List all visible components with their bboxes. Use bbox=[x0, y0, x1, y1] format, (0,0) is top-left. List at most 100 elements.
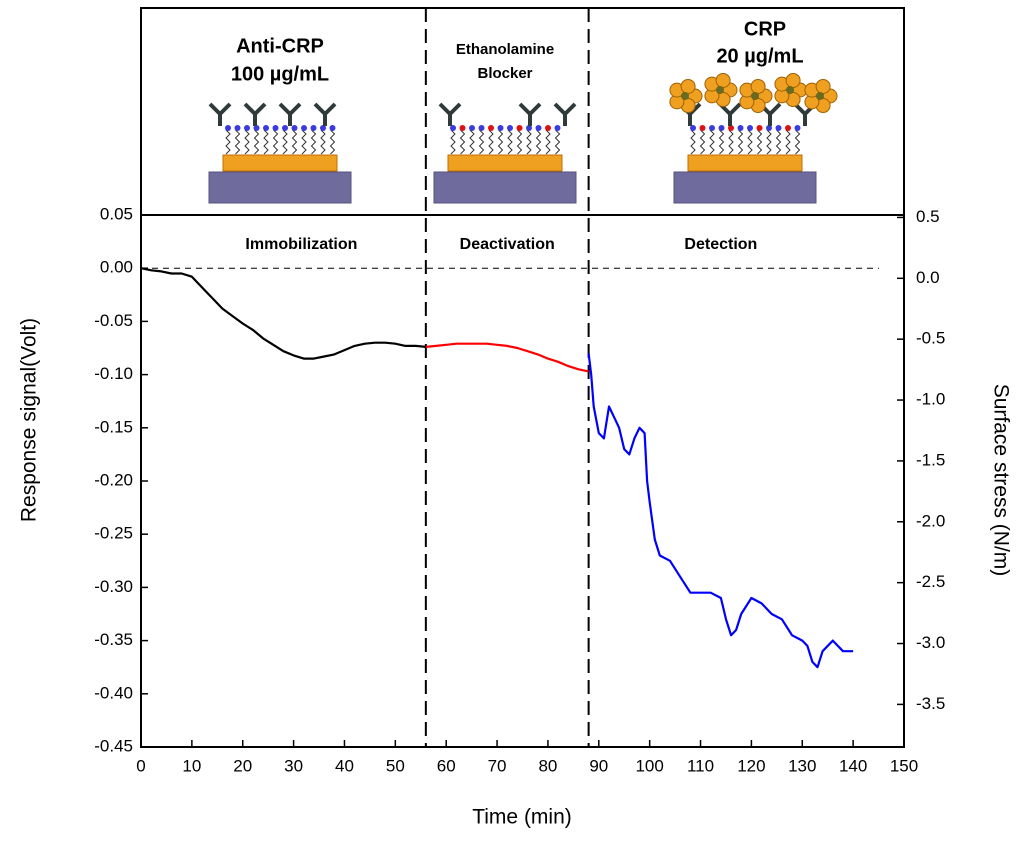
x-tick-label: 0 bbox=[136, 756, 145, 775]
gold-layer bbox=[687, 154, 803, 172]
crp-protein bbox=[680, 78, 696, 94]
linker-chain bbox=[263, 129, 269, 155]
y-tick-label: 0.00 bbox=[100, 258, 133, 277]
antibody bbox=[688, 102, 702, 116]
head-group bbox=[690, 125, 696, 131]
y-tick-label: -0.10 bbox=[94, 364, 133, 383]
antibody bbox=[518, 102, 532, 116]
linker-chain bbox=[478, 129, 485, 155]
x-tick-label: 120 bbox=[737, 756, 765, 775]
antibody bbox=[323, 102, 337, 116]
head-group bbox=[244, 125, 250, 131]
y2-tick-label: -0.5 bbox=[916, 329, 945, 348]
linker-chain bbox=[699, 129, 706, 155]
linker-chain bbox=[747, 129, 753, 155]
panel-label: CRP bbox=[744, 18, 786, 40]
linker-chain bbox=[526, 129, 532, 155]
data-line bbox=[425, 342, 589, 373]
linker-chain bbox=[253, 129, 260, 155]
crp-protein bbox=[715, 72, 731, 88]
head-group bbox=[699, 125, 706, 131]
phase-label: Detection bbox=[684, 236, 757, 253]
linker-chain bbox=[709, 129, 715, 155]
head-group bbox=[310, 125, 317, 131]
x-tick-label: 30 bbox=[284, 756, 303, 775]
x-tick-label: 40 bbox=[335, 756, 354, 775]
y-tick-label: -0.40 bbox=[94, 683, 133, 702]
linker-chain bbox=[272, 129, 279, 155]
linker-chain bbox=[794, 129, 801, 155]
linker-chain bbox=[282, 129, 288, 155]
head-group bbox=[554, 125, 561, 131]
y-tick-label: -0.25 bbox=[94, 524, 133, 543]
x-tick-label: 140 bbox=[839, 756, 867, 775]
x-tick-label: 150 bbox=[890, 756, 918, 775]
crp-core bbox=[816, 92, 824, 100]
linker-chain bbox=[535, 129, 542, 155]
linker-chain bbox=[310, 129, 317, 155]
head-group bbox=[709, 125, 715, 131]
panel-label: Anti-CRP bbox=[236, 35, 324, 57]
y2-tick-label: 0.0 bbox=[916, 268, 940, 287]
head-group bbox=[488, 125, 494, 131]
substrate bbox=[208, 171, 352, 204]
head-group bbox=[526, 125, 532, 131]
head-group bbox=[301, 125, 307, 131]
y2-tick-label: -3.5 bbox=[916, 694, 945, 713]
head-group bbox=[794, 125, 801, 131]
antibody bbox=[563, 102, 577, 116]
head-group bbox=[737, 125, 744, 131]
y2-tick-label: -2.0 bbox=[916, 511, 945, 530]
head-group bbox=[225, 125, 231, 131]
head-group bbox=[291, 125, 298, 131]
x-tick-label: 100 bbox=[635, 756, 663, 775]
linker-chain bbox=[488, 129, 494, 155]
crp-protein bbox=[750, 78, 766, 94]
antibody bbox=[448, 102, 462, 116]
linker-chain bbox=[291, 129, 298, 155]
x-axis-title: Time (min) bbox=[472, 806, 572, 829]
y2-axis-title: Surface stress (N/m) bbox=[989, 384, 1012, 577]
head-group bbox=[478, 125, 485, 131]
head-group bbox=[234, 125, 241, 131]
antibody bbox=[243, 102, 257, 116]
crp-core bbox=[751, 92, 759, 100]
panel-label: Ethanolamine bbox=[456, 41, 554, 58]
x-tick-label: 80 bbox=[538, 756, 557, 775]
linker-chain bbox=[516, 129, 523, 155]
panel-label: 20 µg/mL bbox=[716, 45, 803, 67]
head-group bbox=[785, 125, 791, 131]
head-group bbox=[459, 125, 466, 131]
head-group bbox=[766, 125, 772, 131]
head-group bbox=[775, 125, 782, 131]
head-group bbox=[272, 125, 279, 131]
linker-chain bbox=[507, 129, 513, 155]
x-tick-label: 50 bbox=[386, 756, 405, 775]
y-tick-label: -0.45 bbox=[94, 736, 133, 755]
linker-chain bbox=[554, 129, 561, 155]
y2-tick-label: -1.5 bbox=[916, 450, 945, 469]
linker-chain bbox=[459, 129, 466, 155]
antibody bbox=[728, 102, 742, 116]
antibody bbox=[208, 102, 222, 116]
y2-tick-label: -3.0 bbox=[916, 633, 945, 652]
head-group bbox=[718, 125, 725, 131]
x-tick-label: 130 bbox=[788, 756, 816, 775]
y-tick-label: -0.20 bbox=[94, 470, 133, 489]
head-group bbox=[535, 125, 542, 131]
head-group bbox=[728, 125, 734, 131]
antibody bbox=[253, 102, 267, 116]
linker-chain bbox=[225, 129, 231, 155]
head-group bbox=[320, 125, 326, 131]
data-line bbox=[587, 353, 854, 669]
head-group bbox=[450, 125, 456, 131]
x-tick-label: 10 bbox=[182, 756, 201, 775]
y-tick-label: -0.15 bbox=[94, 417, 133, 436]
y2-tick-label: -1.0 bbox=[916, 390, 945, 409]
linker-chain bbox=[234, 129, 241, 155]
data-line bbox=[140, 267, 427, 360]
gold-layer bbox=[447, 154, 563, 172]
antibody bbox=[438, 102, 452, 116]
substrate bbox=[673, 171, 817, 204]
